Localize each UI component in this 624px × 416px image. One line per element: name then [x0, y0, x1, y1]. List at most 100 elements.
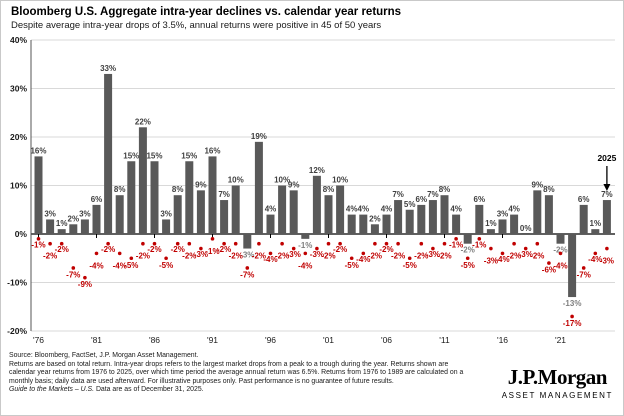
x-axis-tick-label: '91 — [207, 335, 218, 345]
y-axis-tick-label: -10% — [7, 278, 27, 288]
decline-label-2001: -2% — [321, 252, 335, 261]
decline-label-1996: -4% — [263, 255, 277, 264]
bar-label-2022: -13% — [563, 299, 582, 308]
decline-label-2008: -5% — [403, 261, 417, 270]
decline-label-2014: -1% — [472, 240, 486, 249]
decline-dot-2011 — [442, 241, 447, 246]
bar-2006 — [382, 214, 391, 234]
bar-1999 — [301, 234, 310, 239]
decline-dot-2003 — [349, 256, 354, 261]
decline-label-1985: -2% — [136, 252, 150, 261]
bar-2004 — [359, 214, 368, 234]
bar-label-2018: 0% — [520, 224, 532, 233]
y-axis-tick-label: 10% — [10, 181, 27, 191]
decline-dot-2008 — [407, 256, 412, 261]
bar-2002 — [336, 185, 345, 234]
decline-dot-2022 — [570, 314, 574, 319]
jpmorgan-wordmark: J.P.Morgan — [507, 365, 608, 389]
decline-dot-2007 — [396, 241, 400, 246]
footnote-line: monthly basis; daily data are used after… — [9, 377, 394, 385]
guide-to-markets-label: Guide to the Markets – U.S. — [9, 386, 95, 394]
decline-dot-2016 — [500, 251, 505, 256]
decline-dot-2001 — [326, 241, 331, 246]
decline-dot-1992 — [222, 241, 226, 246]
decline-label-2025: -3% — [600, 257, 614, 266]
bar-label-1996: 4% — [265, 205, 277, 214]
decline-dot-1980 — [83, 275, 87, 280]
bar-2001 — [324, 195, 333, 234]
bar-label-1983: 8% — [114, 185, 126, 194]
decline-label-1999: -4% — [298, 261, 312, 270]
bar-label-1982: 33% — [100, 64, 116, 73]
decline-label-2002: -2% — [333, 245, 347, 254]
x-axis-tick-label: '86 — [149, 335, 160, 345]
bar-1989 — [185, 161, 194, 234]
bar-label-2015: 1% — [485, 219, 497, 228]
decline-label-1993: -2% — [229, 252, 243, 261]
y-axis-tick-label: 20% — [10, 132, 27, 142]
decline-dot-1979 — [71, 266, 76, 270]
decline-label-2007: -2% — [391, 252, 405, 261]
annotation-2025-label: 2025 — [597, 153, 616, 163]
bar-2003 — [347, 214, 356, 234]
x-axis-tick-label: '01 — [323, 335, 334, 345]
decline-label-1990: -3% — [194, 250, 208, 259]
bar-1985 — [138, 127, 147, 234]
y-axis-tick-label: 0% — [15, 229, 28, 239]
decline-label-2005: -2% — [368, 252, 382, 261]
source-footnote: Source: Bloomberg, FactSet, J.P. Morgan … — [9, 352, 514, 395]
decline-label-2009: -2% — [414, 252, 428, 261]
x-axis-tick-label: '21 — [555, 335, 566, 345]
decline-label-1987: -5% — [159, 261, 173, 270]
bar-label-2013: -2% — [461, 246, 475, 255]
bar-2011 — [440, 195, 449, 234]
bar-2017 — [510, 214, 519, 234]
bar-2019 — [533, 190, 542, 234]
bar-2010 — [428, 200, 437, 234]
decline-label-1979: -7% — [66, 270, 80, 279]
bar-1992 — [220, 200, 229, 234]
bar-1987 — [162, 219, 171, 234]
chart-header: Bloomberg U.S. Aggregate intra-year decl… — [11, 6, 401, 31]
decline-dot-1995 — [257, 241, 261, 246]
bar-label-2005: 2% — [369, 214, 381, 223]
bar-2005 — [370, 224, 379, 234]
bar-label-1997: 10% — [274, 176, 290, 185]
decline-dot-1984 — [129, 256, 134, 261]
bar-label-1980: 3% — [79, 209, 91, 218]
decline-dot-1976 — [36, 237, 41, 241]
y-axis-tick-label: -20% — [7, 326, 27, 336]
decline-label-1988: -2% — [171, 245, 185, 254]
decline-label-2010: -3% — [426, 250, 440, 259]
decline-label-1991: -1% — [205, 247, 219, 256]
bar-label-1989: 15% — [181, 151, 197, 160]
bar-2014 — [475, 204, 484, 234]
decline-dot-1985 — [141, 241, 145, 246]
bar-label-2021: -2% — [553, 246, 567, 255]
decline-label-1981: -4% — [89, 261, 103, 270]
decline-dot-2021 — [558, 251, 563, 256]
bar-label-2014: 6% — [474, 195, 486, 204]
decline-dot-2014 — [477, 237, 482, 241]
bar-1993 — [231, 185, 240, 234]
decline-label-2020: -6% — [542, 266, 556, 275]
decline-dot-2006 — [384, 241, 389, 246]
decline-dot-1999 — [303, 251, 308, 256]
decline-label-1986: -2% — [147, 245, 161, 254]
x-axis-tick-label: '11 — [439, 335, 450, 345]
bar-1994 — [243, 234, 252, 249]
bar-label-1979: 2% — [68, 214, 80, 223]
decline-dot-1996 — [268, 251, 273, 256]
decline-label-2023: -7% — [577, 270, 591, 279]
decline-dot-1988 — [175, 241, 180, 246]
decline-dot-1994 — [245, 266, 250, 270]
bar-label-2025: 7% — [601, 190, 613, 199]
decline-dot-1993 — [233, 241, 238, 246]
decline-label-2015: -3% — [484, 257, 498, 266]
decline-dot-1989 — [187, 241, 192, 246]
bar-2023 — [579, 204, 588, 234]
bar-label-1986: 15% — [146, 151, 162, 160]
bar-2021 — [556, 234, 565, 244]
decline-dot-1978 — [59, 241, 64, 246]
decline-label-2022: -17% — [563, 319, 582, 328]
